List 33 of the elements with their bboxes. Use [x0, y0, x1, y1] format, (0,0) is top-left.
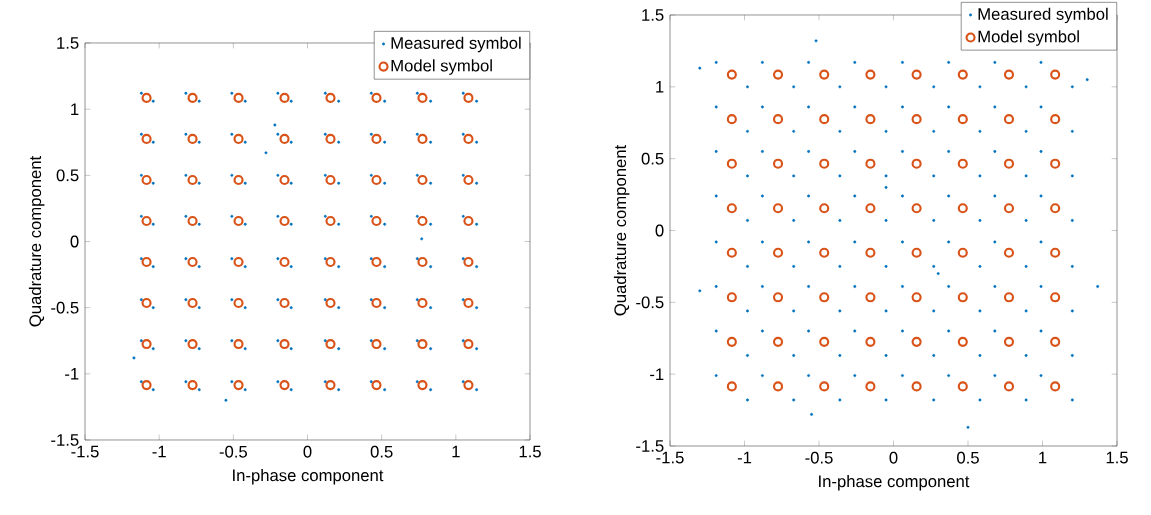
x-tick-label: 0 — [303, 445, 312, 458]
y-tick-label: 0.5 — [641, 152, 664, 165]
x-tick-label: -1 — [737, 451, 752, 464]
y-tick-label: 0.5 — [56, 169, 79, 182]
x-axis-title: In-phase component — [233, 468, 384, 485]
y-tick-label: -1 — [65, 368, 79, 380]
y-axis-title: Quadrature component — [28, 155, 45, 327]
legend-label: Measured symbol — [978, 7, 1108, 24]
x-axis-title: In-phase component — [819, 474, 970, 491]
x-tick-label: -0.5 — [219, 445, 247, 458]
y-tick-label: -1.5 — [51, 434, 79, 446]
x-tick-label: 0.5 — [957, 451, 979, 464]
x-tick-label: -1 — [152, 445, 166, 458]
legend-label: Model symbol — [978, 30, 1079, 46]
y-tick-label: 1.5 — [642, 9, 664, 21]
y-tick-label: 1 — [71, 103, 79, 115]
y-tick-label: 0 — [655, 224, 664, 237]
y-tick-label: 0 — [70, 235, 79, 248]
y-tick-label: 1.5 — [57, 37, 79, 49]
legend-label: Model symbol — [391, 59, 492, 75]
x-tick-label: 1 — [1039, 451, 1047, 464]
x-tick-label: 0 — [889, 451, 898, 464]
x-tick-label: 1 — [452, 445, 460, 458]
y-tick-label: -1 — [650, 368, 664, 380]
y-tick-label: -0.5 — [636, 296, 664, 309]
x-tick-label: 1.5 — [519, 445, 541, 458]
x-tick-label: -0.5 — [805, 451, 833, 464]
x-tick-label: 0.5 — [370, 445, 393, 458]
y-tick-label: 1 — [656, 81, 664, 93]
legend-label: Measured symbol — [391, 36, 521, 53]
y-axis-title: Quadrature component — [613, 144, 630, 316]
y-tick-label: -0.5 — [51, 301, 79, 314]
x-tick-label: 1.5 — [1106, 451, 1128, 464]
